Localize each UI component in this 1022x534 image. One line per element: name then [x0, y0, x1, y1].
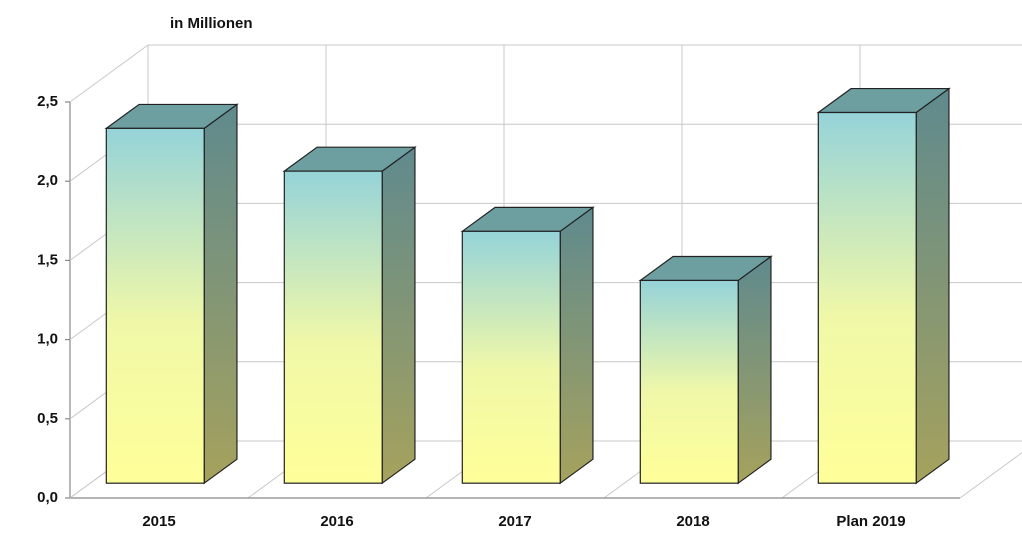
y-tick-label: 2,0	[37, 172, 58, 189]
y-tick-label: 1,5	[37, 251, 58, 268]
grid-line	[69, 44, 149, 103]
bar	[817, 111, 917, 484]
x-tick-label: 2015	[142, 513, 175, 530]
bar-side	[915, 87, 950, 485]
x-tick-label: Plan 2019	[836, 513, 905, 530]
bar-side	[203, 103, 238, 485]
bar-side	[737, 255, 772, 485]
bar	[283, 170, 383, 484]
y-tick-label: 0,5	[37, 410, 58, 427]
x-tick-label: 2016	[320, 513, 353, 530]
floor-line	[959, 452, 1022, 499]
bar-side	[559, 206, 594, 485]
bar	[461, 230, 561, 484]
y-tick-label: 2,5	[37, 93, 58, 110]
chart-title: in Millionen	[170, 15, 253, 32]
y-tick-label: 0,0	[37, 489, 58, 506]
x-tick-label: 2018	[676, 513, 709, 530]
x-tick-label: 2017	[498, 513, 531, 530]
bar-side	[381, 146, 416, 485]
bar	[105, 127, 205, 484]
y-tick-label: 1,0	[37, 331, 58, 348]
bar	[639, 279, 739, 484]
